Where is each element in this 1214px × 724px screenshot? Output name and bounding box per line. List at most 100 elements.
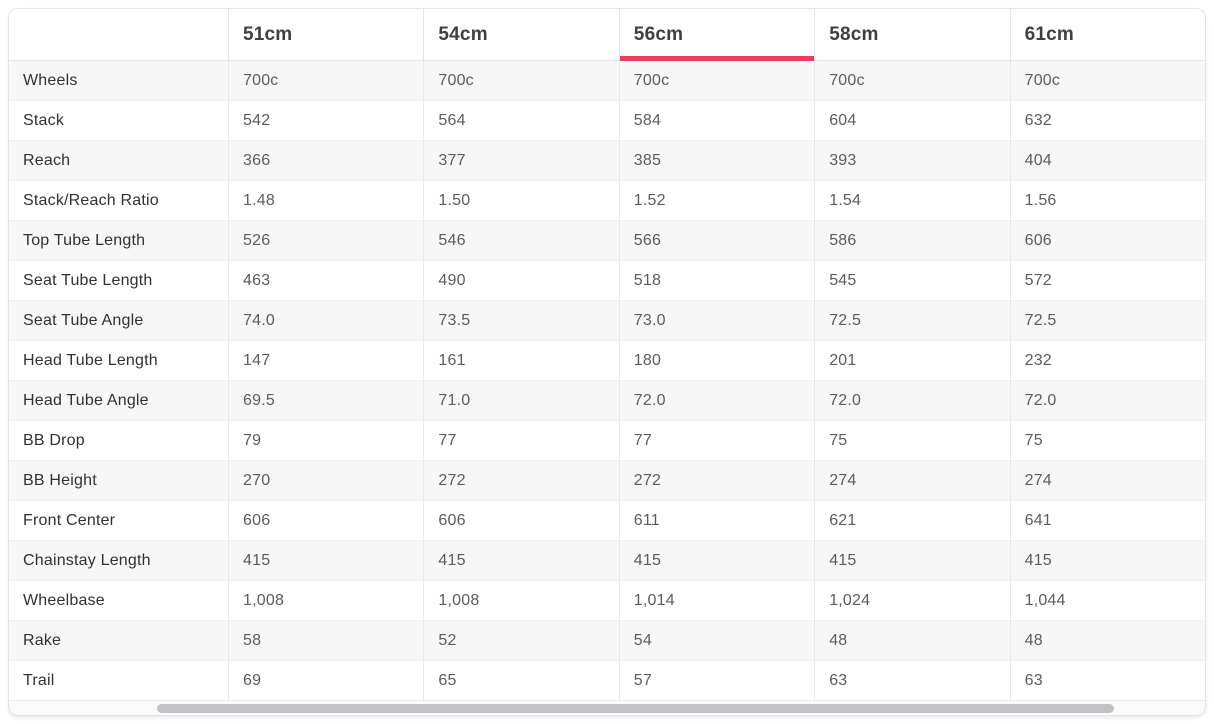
cell-value: 700c <box>423 61 618 100</box>
cell-value: 404 <box>1009 141 1205 180</box>
cell-value: 393 <box>814 141 1009 180</box>
row-label: Stack <box>23 111 65 129</box>
cell-value: 58 <box>228 621 423 660</box>
table-row: BB Drop 79 77 77 75 75 <box>9 421 1205 461</box>
cell-value: 69.5 <box>228 381 423 420</box>
row-label: Head Tube Angle <box>23 391 149 409</box>
cell-value: 700c <box>228 61 423 100</box>
cell-value: 48 <box>1009 621 1205 660</box>
cell-value: 490 <box>423 261 618 300</box>
table-row: BB Height 270 272 272 274 274 <box>9 461 1205 501</box>
table-row: Reach 366 377 385 393 404 <box>9 141 1205 181</box>
cell-value: 77 <box>423 421 618 460</box>
cell-value: 1.48 <box>228 181 423 220</box>
table-row: Seat Tube Length 463 490 518 545 572 <box>9 261 1205 301</box>
cell-value: 72.0 <box>814 381 1009 420</box>
table-row: Wheels 700c 700c 700c 700c 700c <box>9 61 1205 101</box>
cell-value: 161 <box>423 341 618 380</box>
cell-value: 415 <box>1009 541 1205 580</box>
cell-value: 415 <box>814 541 1009 580</box>
cell-value: 542 <box>228 101 423 140</box>
cell-value: 48 <box>814 621 1009 660</box>
cell-value: 1,008 <box>423 581 618 620</box>
cell-value: 518 <box>618 261 814 300</box>
table-body: Wheels 700c 700c 700c 700c 700c Stack 54… <box>9 61 1205 701</box>
row-label: Seat Tube Angle <box>23 311 144 329</box>
cell-value: 1.56 <box>1009 181 1205 220</box>
cell-value: 584 <box>618 101 814 140</box>
cell-value: 632 <box>1009 101 1205 140</box>
size-column-label: 58cm <box>829 23 879 45</box>
cell-value: 274 <box>814 461 1009 500</box>
row-label: Stack/Reach Ratio <box>23 191 159 209</box>
table-row: Trail 69 65 57 63 63 <box>9 661 1205 701</box>
table-row: Seat Tube Angle 74.0 73.5 73.0 72.5 72.5 <box>9 301 1205 341</box>
cell-value: 1,008 <box>228 581 423 620</box>
cell-value: 415 <box>618 541 814 580</box>
cell-value: 1.54 <box>814 181 1009 220</box>
size-column-tab[interactable]: 56cm <box>618 9 815 61</box>
cell-value: 385 <box>618 141 814 180</box>
size-column-tab[interactable]: 54cm <box>423 9 618 60</box>
row-label: Seat Tube Length <box>23 271 153 289</box>
size-column-label: 51cm <box>243 23 293 45</box>
cell-value: 270 <box>228 461 423 500</box>
row-label: Head Tube Length <box>23 351 158 369</box>
size-column-label: 61cm <box>1024 23 1074 45</box>
cell-value: 65 <box>423 661 618 700</box>
horizontal-scrollbar-thumb[interactable] <box>157 704 1115 713</box>
cell-value: 52 <box>423 621 618 660</box>
cell-value: 606 <box>1009 221 1205 260</box>
size-column-tab[interactable]: 51cm <box>228 9 423 60</box>
row-label: BB Height <box>23 471 97 489</box>
cell-value: 63 <box>814 661 1009 700</box>
horizontal-scrollbar-track[interactable] <box>9 700 1205 715</box>
row-label: Reach <box>23 151 71 169</box>
header-row: 51cm 54cm 56cm 58cm 61cm <box>9 9 1205 61</box>
cell-value: 606 <box>423 501 618 540</box>
row-label: Wheels <box>23 71 78 89</box>
table-row: Top Tube Length 526 546 566 586 606 <box>9 221 1205 261</box>
cell-value: 700c <box>1009 61 1205 100</box>
size-column-label: 56cm <box>633 23 684 45</box>
cell-value: 700c <box>814 61 1009 100</box>
cell-value: 74.0 <box>228 301 423 340</box>
row-label: Top Tube Length <box>23 231 146 249</box>
cell-value: 1.50 <box>423 181 618 220</box>
cell-value: 546 <box>423 221 618 260</box>
cell-value: 415 <box>228 541 423 580</box>
cell-value: 700c <box>618 61 814 100</box>
cell-value: 274 <box>1009 461 1205 500</box>
size-column-tab[interactable]: 58cm <box>814 9 1009 60</box>
cell-value: 1,044 <box>1009 581 1205 620</box>
table-row: Front Center 606 606 611 621 641 <box>9 501 1205 541</box>
cell-value: 272 <box>423 461 618 500</box>
cell-value: 75 <box>814 421 1009 460</box>
cell-value: 71.0 <box>423 381 618 420</box>
table-row: Rake 58 52 54 48 48 <box>9 621 1205 661</box>
cell-value: 77 <box>618 421 814 460</box>
cell-value: 377 <box>423 141 618 180</box>
cell-value: 57 <box>618 661 814 700</box>
cell-value: 545 <box>814 261 1009 300</box>
cell-value: 180 <box>618 341 814 380</box>
cell-value: 73.0 <box>618 301 814 340</box>
cell-value: 586 <box>814 221 1009 260</box>
size-column-label: 54cm <box>438 23 488 45</box>
cell-value: 232 <box>1009 341 1205 380</box>
selected-size-indicator <box>619 56 815 61</box>
size-column-tab[interactable]: 61cm <box>1009 9 1205 60</box>
cell-value: 641 <box>1009 501 1205 540</box>
row-label: BB Drop <box>23 431 85 449</box>
cell-value: 572 <box>1009 261 1205 300</box>
table-row: Chainstay Length 415 415 415 415 415 <box>9 541 1205 581</box>
cell-value: 415 <box>423 541 618 580</box>
cell-value: 604 <box>814 101 1009 140</box>
cell-value: 147 <box>228 341 423 380</box>
cell-value: 566 <box>618 221 814 260</box>
cell-value: 75 <box>1009 421 1205 460</box>
row-label: Front Center <box>23 511 116 529</box>
cell-value: 54 <box>618 621 814 660</box>
row-label: Trail <box>23 671 55 689</box>
cell-value: 63 <box>1009 661 1205 700</box>
